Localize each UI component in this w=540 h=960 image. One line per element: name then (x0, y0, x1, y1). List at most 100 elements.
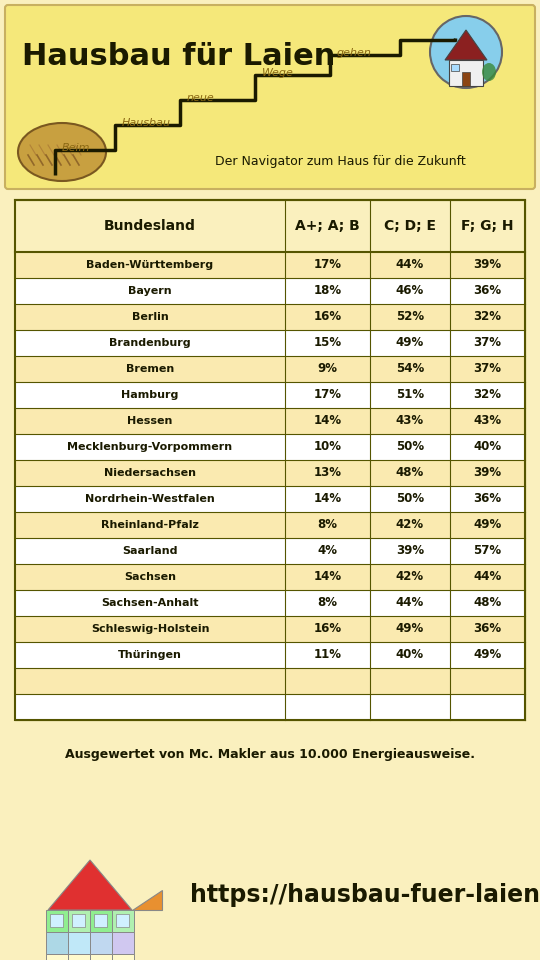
Bar (462, 72, 470, 86)
Text: Hessen: Hessen (127, 416, 173, 426)
Text: Bremen: Bremen (126, 364, 174, 374)
Bar (449, 60, 483, 86)
Text: 17%: 17% (314, 389, 341, 401)
Text: 57%: 57% (474, 544, 502, 558)
Bar (50, 914, 63, 926)
Text: 51%: 51% (396, 389, 424, 401)
Bar (15, 434, 525, 460)
Text: Brandenburg: Brandenburg (109, 338, 191, 348)
Text: 50%: 50% (396, 441, 424, 453)
Text: 48%: 48% (396, 467, 424, 479)
Text: 44%: 44% (396, 596, 424, 610)
Text: Berlin: Berlin (132, 312, 168, 322)
Bar (117, 914, 129, 926)
Bar (15, 564, 525, 590)
Text: 4%: 4% (318, 544, 338, 558)
Bar (15, 538, 525, 564)
Bar (15, 382, 525, 408)
Polygon shape (132, 890, 162, 910)
Text: 44%: 44% (474, 570, 502, 584)
Text: A+; A; B: A+; A; B (295, 219, 360, 233)
Bar (112, 954, 134, 960)
Bar (46, 910, 68, 932)
Bar (15, 304, 525, 330)
Bar (15, 486, 525, 512)
Bar (46, 954, 68, 960)
Bar (15, 512, 525, 538)
Bar (15, 642, 525, 668)
Text: Hausbau für Laien: Hausbau für Laien (22, 42, 335, 71)
Ellipse shape (482, 63, 496, 81)
Text: 44%: 44% (396, 258, 424, 272)
Bar (15, 356, 525, 382)
Bar (112, 910, 134, 932)
Text: 36%: 36% (474, 622, 502, 636)
Polygon shape (445, 30, 487, 60)
Text: 37%: 37% (474, 337, 502, 349)
Bar (15, 460, 525, 486)
Text: 36%: 36% (474, 284, 502, 298)
Text: 18%: 18% (313, 284, 342, 298)
Bar (15, 252, 525, 278)
Text: 16%: 16% (313, 622, 342, 636)
Text: Niedersachsen: Niedersachsen (104, 468, 196, 478)
Bar (68, 932, 90, 954)
Circle shape (430, 16, 502, 88)
Text: Sachsen-Anhalt: Sachsen-Anhalt (102, 598, 199, 608)
Text: Wege: Wege (262, 68, 294, 78)
Text: 43%: 43% (396, 415, 424, 427)
Text: 40%: 40% (396, 649, 424, 661)
Ellipse shape (18, 123, 106, 181)
Text: Ausgewertet von Mc. Makler aus 10.000 Energieausweise.: Ausgewertet von Mc. Makler aus 10.000 En… (65, 748, 475, 761)
Text: 15%: 15% (313, 337, 342, 349)
Bar (15, 616, 525, 642)
Text: 40%: 40% (474, 441, 502, 453)
Text: Der Navigator zum Haus für die Zukunft: Der Navigator zum Haus für die Zukunft (215, 155, 465, 168)
Text: 49%: 49% (396, 337, 424, 349)
Bar (94, 914, 106, 926)
Text: Baden-Württemberg: Baden-Württemberg (86, 260, 213, 270)
Text: C; D; E: C; D; E (384, 219, 436, 233)
Bar (68, 910, 90, 932)
Text: Mecklenburg-Vorpommern: Mecklenburg-Vorpommern (68, 442, 233, 452)
Text: https://hausbau-fuer-laien.de: https://hausbau-fuer-laien.de (190, 883, 540, 907)
Text: Bayern: Bayern (128, 286, 172, 296)
Bar (15, 278, 525, 304)
Text: 32%: 32% (474, 310, 502, 324)
Bar (46, 932, 68, 954)
Bar (15, 694, 525, 720)
Text: 14%: 14% (313, 415, 342, 427)
Text: 54%: 54% (396, 363, 424, 375)
Bar (90, 954, 112, 960)
Text: 39%: 39% (474, 258, 502, 272)
Text: 39%: 39% (396, 544, 424, 558)
Text: Thüringen: Thüringen (118, 650, 182, 660)
Text: gehen: gehen (337, 48, 372, 58)
Bar (72, 914, 84, 926)
Text: F; G; H: F; G; H (461, 219, 514, 233)
Text: Nordrhein-Westfalen: Nordrhein-Westfalen (85, 494, 215, 504)
Text: neue: neue (187, 93, 215, 103)
Text: Sachsen: Sachsen (124, 572, 176, 582)
Bar (15, 408, 525, 434)
Bar (90, 932, 112, 954)
Text: 43%: 43% (474, 415, 502, 427)
Text: 14%: 14% (313, 492, 342, 506)
Text: 17%: 17% (314, 258, 341, 272)
Text: 52%: 52% (396, 310, 424, 324)
Text: Hausbau: Hausbau (122, 118, 171, 128)
Text: 32%: 32% (474, 389, 502, 401)
Bar (90, 910, 112, 932)
Text: 37%: 37% (474, 363, 502, 375)
Text: 8%: 8% (318, 518, 338, 532)
Text: Schleswig-Holstein: Schleswig-Holstein (91, 624, 210, 634)
Text: Bundesland: Bundesland (104, 219, 196, 233)
Text: Beim: Beim (62, 143, 91, 153)
Polygon shape (48, 860, 132, 910)
Bar (15, 590, 525, 616)
Text: 49%: 49% (474, 518, 502, 532)
Bar (15, 200, 525, 720)
Text: 49%: 49% (396, 622, 424, 636)
Text: 49%: 49% (474, 649, 502, 661)
Text: 11%: 11% (314, 649, 341, 661)
